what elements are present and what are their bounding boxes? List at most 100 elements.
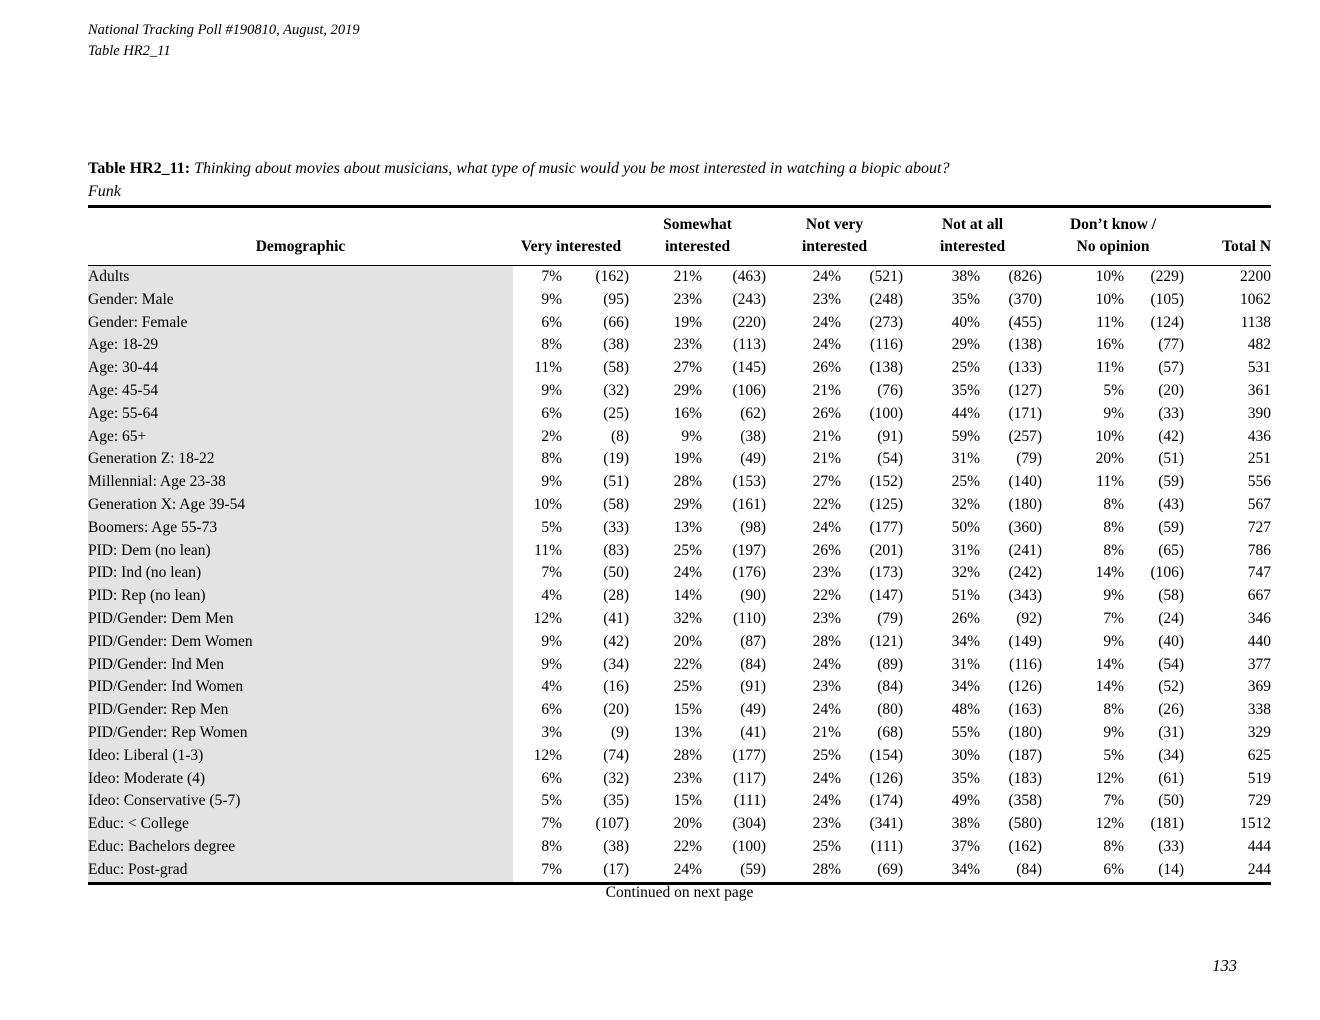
count-cell: (54) [877,450,904,468]
count-cell: (34) [1158,746,1185,764]
column-header: Not very interested [766,206,904,266]
percent-cell: 7% [541,268,562,285]
total-n-cell: 1062 [1240,290,1272,308]
count-cell: (74) [603,746,630,764]
count-cell: (197) [732,541,767,559]
percent-cell: 8% [1103,837,1125,855]
percent-cell: 29% [673,381,703,399]
count-cell: (33) [1158,404,1185,422]
percent-cell: 22% [673,655,703,673]
percent-cell: 55% [951,723,981,741]
percent-cell: 44% [951,404,981,422]
table-row: Millennial: Age 23-38 9% (51) 28% (153) 27% (1… [88,471,1271,494]
percent-cell: 14% [1095,655,1125,673]
count-cell: (248) [869,290,904,308]
demographic-cell: Ideo: Liberal (1-3) [88,744,513,768]
table-id-line: Table HR2_11 [88,43,171,59]
table-row: PID/Gender: Dem Men 12% (41) 32% (110) 23% (79… [88,607,1271,631]
column-header: Somewhat interested [629,206,767,266]
percent-cell: 9% [541,473,562,491]
percent-cell: 50% [951,518,981,536]
count-cell: (69) [877,860,904,878]
percent-cell: 3% [541,723,562,741]
total-n-cell: 2200 [1240,268,1272,285]
demographic-cell: PID/Gender: Dem Men [88,607,513,631]
percent-cell: 24% [812,336,842,354]
percent-cell: 28% [673,746,703,764]
percent-cell: 34% [951,860,981,878]
total-n-cell: 436 [1247,427,1272,445]
count-cell: (162) [1008,837,1043,855]
total-n-cell: 556 [1247,473,1272,491]
count-cell: (33) [1158,837,1185,855]
count-cell: (106) [1150,564,1185,582]
percent-cell: 7% [541,815,562,833]
percent-cell: 8% [1103,701,1125,719]
count-cell: (163) [1008,701,1043,719]
count-cell: (116) [870,336,904,354]
count-cell: (51) [1158,450,1185,468]
percent-cell: 22% [673,837,703,855]
count-cell: (91) [877,427,904,445]
percent-cell: 16% [673,404,703,422]
percent-cell: 23% [812,815,842,833]
count-cell: (83) [603,541,630,559]
count-cell: (181) [1150,815,1185,833]
page-number: 133 [1212,956,1237,975]
percent-cell: 5% [1103,381,1125,399]
percent-cell: 9% [541,632,562,650]
percent-cell: 8% [1103,495,1125,513]
percent-cell: 14% [1095,678,1125,696]
count-cell: (149) [1008,632,1043,650]
total-n-cell: 244 [1247,860,1272,878]
count-cell: (229) [1150,268,1185,285]
count-cell: (580) [1008,815,1043,833]
percent-cell: 10% [533,495,562,513]
total-n-cell: 444 [1247,837,1272,855]
percent-cell: 8% [541,450,562,468]
table-row: Age: 65+ 2% (8) 9% (38) 21% (91) 59% (257) 10% (42… [88,425,1272,449]
total-n-cell: 667 [1247,587,1272,605]
percent-cell: 31% [951,541,981,559]
count-cell: (162) [595,268,630,285]
count-cell: (77) [1158,336,1185,354]
total-n-cell: 786 [1247,541,1272,559]
percent-cell: 30% [951,746,981,764]
percent-cell: 25% [951,359,981,377]
percent-cell: 6% [541,404,562,422]
percent-cell: 6% [541,769,562,787]
demographic-cell: Age: 65+ [88,425,513,449]
count-cell: (84) [877,678,904,696]
percent-cell: 9% [1103,404,1125,422]
demographic-cell: Age: 30-44 [88,357,513,380]
count-cell: (521) [869,268,904,285]
count-cell: (138) [869,359,904,377]
percent-cell: 32% [673,609,703,627]
total-n-cell: 747 [1247,564,1272,582]
percent-cell: 37% [951,837,981,855]
percent-cell: 32% [951,564,981,582]
count-cell: (68) [877,723,904,741]
percent-cell: 27% [673,359,703,377]
count-cell: (100) [732,837,767,855]
count-cell: (125) [869,495,904,513]
percent-cell: 21% [812,450,842,468]
count-cell: (183) [1008,769,1043,787]
percent-cell: 26% [812,359,842,377]
count-cell: (89) [877,655,904,673]
percent-cell: 9% [1103,587,1125,605]
count-cell: (62) [740,404,767,422]
count-cell: (455) [1008,313,1043,331]
count-cell: (176) [732,564,767,582]
total-n-cell: 729 [1247,792,1272,810]
count-cell: (58) [603,495,630,513]
percent-cell: 24% [812,769,842,787]
count-cell: (52) [1158,678,1185,696]
count-cell: (173) [869,564,904,582]
table-title-question: Thinking about movies about musicians, w… [194,160,950,177]
demographic-cell: Educ: Post-grad [88,858,513,884]
percent-cell: 28% [673,473,703,491]
percent-cell: 14% [1095,564,1125,582]
percent-cell: 25% [673,541,703,559]
table-title-subject: Funk [88,183,121,200]
